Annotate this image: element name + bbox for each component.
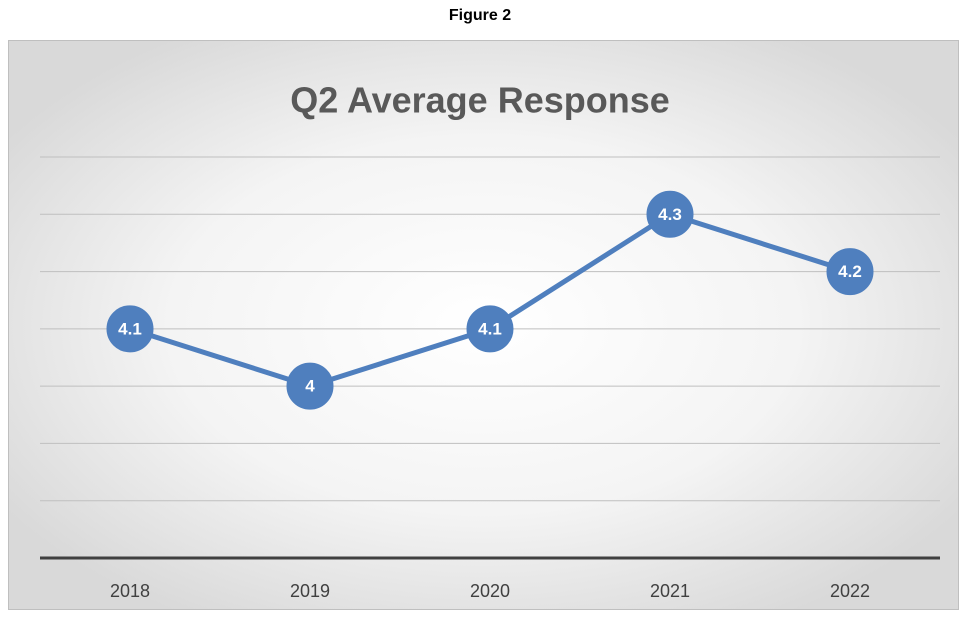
data-label: 4.1 bbox=[478, 319, 502, 338]
marker bbox=[646, 190, 694, 238]
data-label: 4.1 bbox=[118, 319, 142, 338]
x-tick-label: 2018 bbox=[110, 581, 150, 601]
marker bbox=[466, 305, 514, 353]
marker bbox=[826, 248, 874, 296]
x-tick-label: 2019 bbox=[290, 581, 330, 601]
marker bbox=[286, 362, 334, 410]
x-tick-label: 2022 bbox=[830, 581, 870, 601]
data-label: 4 bbox=[305, 377, 315, 396]
caption: Figure 2 bbox=[449, 7, 511, 24]
data-label: 4.3 bbox=[658, 205, 682, 224]
chart-title: Q2 Average Response bbox=[290, 80, 670, 121]
marker bbox=[106, 305, 154, 353]
data-label: 4.2 bbox=[838, 262, 862, 281]
x-tick-label: 2020 bbox=[470, 581, 510, 601]
x-tick-label: 2021 bbox=[650, 581, 690, 601]
